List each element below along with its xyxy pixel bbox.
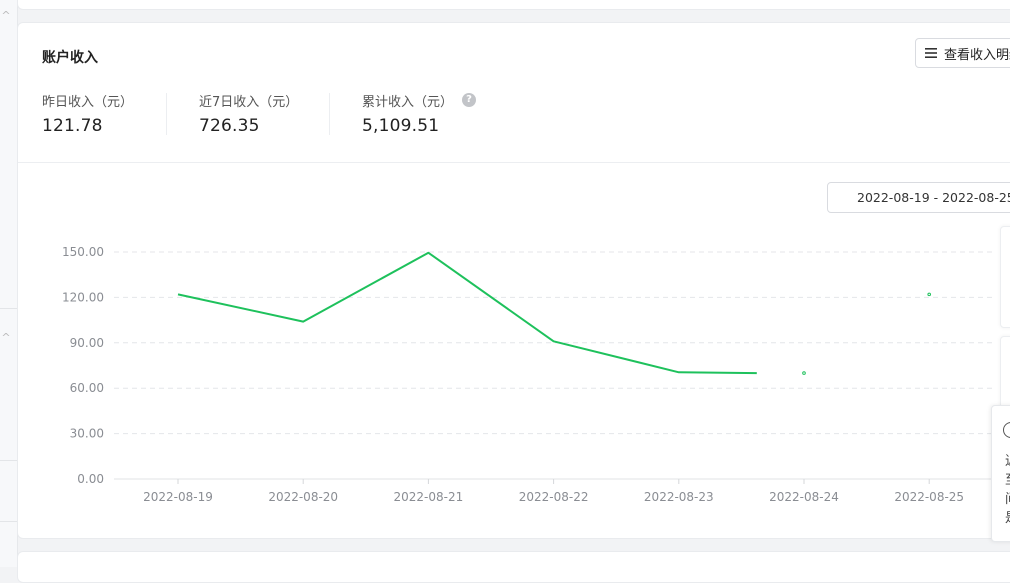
side-panel	[1000, 226, 1010, 328]
stat-value: 121.78	[42, 116, 103, 136]
left-rail: ^ ^	[0, 0, 18, 567]
side-panel	[1000, 336, 1010, 408]
view-income-detail-label: 查看收入明细	[944, 47, 1010, 63]
previous-card	[17, 0, 1010, 10]
tooltip-text: 是	[1005, 507, 1010, 526]
stat-value: 5,109.51	[362, 116, 440, 136]
page-title: 账户收入	[42, 50, 98, 66]
stat-cumulative: 累计收入（元） 5,109.51	[362, 91, 453, 136]
menu-icon	[925, 48, 937, 58]
stat-yesterday: 昨日收入（元） 121.78	[42, 91, 133, 136]
help-icon[interactable]: ?	[462, 93, 476, 107]
rail-divider	[0, 308, 17, 309]
stat-last-7-days: 近7日收入（元） 726.35	[199, 91, 298, 136]
view-income-detail-button[interactable]: 查看收入明细	[915, 38, 1010, 68]
tooltip-text: 至	[1005, 469, 1010, 488]
stat-divider	[166, 93, 167, 135]
next-card	[17, 551, 1010, 583]
tooltip-panel: 近 至 间 是	[991, 405, 1010, 542]
rail-divider	[0, 521, 17, 522]
tooltip-text: 间	[1005, 488, 1010, 507]
stat-value: 726.35	[199, 116, 260, 136]
account-income-card: 账户收入 查看收入明细 昨日收入（元） 121.78 近7日收入（元） 726.…	[17, 22, 1010, 539]
stat-label: 累计收入（元）	[362, 95, 454, 110]
stat-divider	[329, 93, 330, 135]
date-range-picker[interactable]: 2022-08-19 - 2022-08-25	[827, 182, 1010, 213]
tooltip-text: 近	[1005, 450, 1010, 469]
rail-divider	[0, 460, 17, 461]
stat-label: 昨日收入（元）	[42, 95, 134, 110]
chevron-up-icon[interactable]: ^	[1, 331, 11, 344]
info-icon	[1003, 422, 1010, 438]
section-divider	[18, 162, 1010, 163]
stat-label: 近7日收入（元）	[199, 95, 299, 110]
chevron-up-icon[interactable]: ^	[1, 9, 11, 22]
